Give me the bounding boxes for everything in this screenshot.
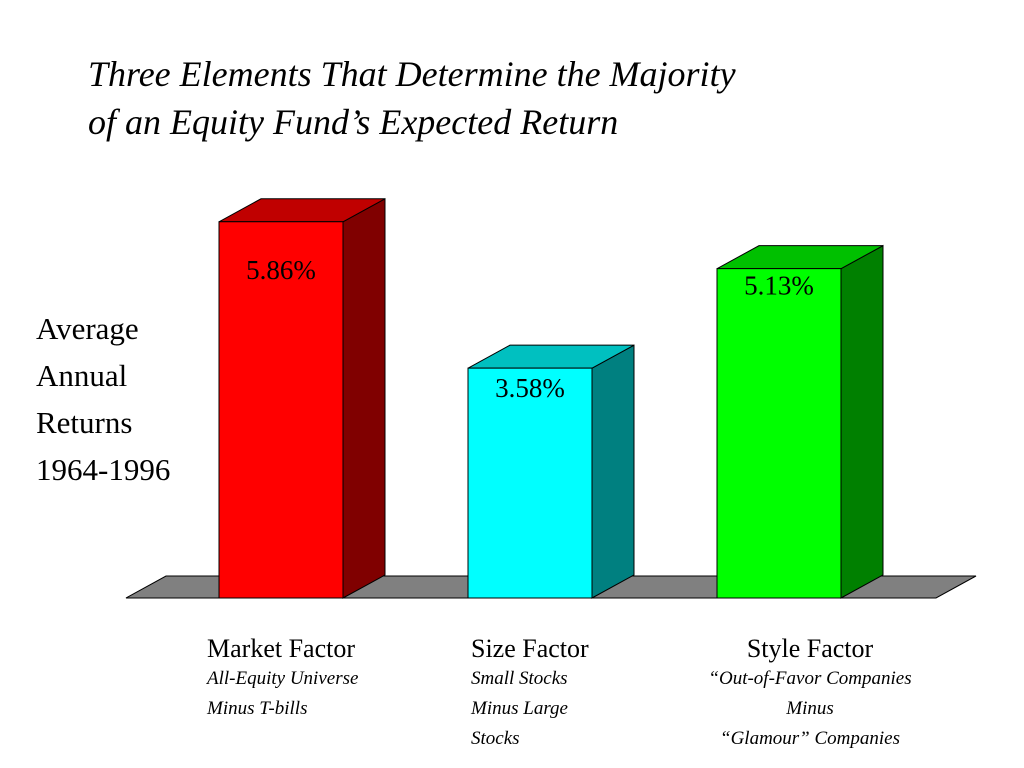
bar-side xyxy=(591,344,635,599)
category-size-factor: Size Factor Small Stocks Minus Large Sto… xyxy=(471,634,589,754)
y-label-line-4: 1964-1996 xyxy=(36,452,171,487)
bar xyxy=(467,367,593,599)
category-desc-line: “Out-of-Favor Companies xyxy=(708,668,912,689)
bars-group: 5.86% 3.58% 5.13% xyxy=(218,197,884,599)
category-desc-line: Minus T-bills xyxy=(207,698,308,719)
category-desc-line: All-Equity Universe xyxy=(207,668,359,689)
bar-side xyxy=(342,197,386,599)
category-desc-line: Stocks xyxy=(471,728,520,749)
category-label: Size Factor xyxy=(471,634,589,663)
category-desc-line: Minus xyxy=(786,698,834,719)
chart-title: Three Elements That Determine the Majori… xyxy=(88,50,988,146)
bar-value-label: 5.86% xyxy=(246,255,316,285)
category-style-factor: Style Factor “Out-of-Favor Companies Min… xyxy=(665,634,955,754)
bar xyxy=(218,221,344,599)
bar-value-label: 3.58% xyxy=(495,373,565,403)
title-line-2: of an Equity Fund’s Expected Return xyxy=(88,102,619,142)
category-label: Style Factor xyxy=(746,634,874,663)
y-label-line-3: Returns xyxy=(36,405,133,440)
bar-side xyxy=(840,244,884,599)
category-desc-line: Minus Large xyxy=(471,698,568,719)
y-axis-label: Average Annual Returns 1964-1996 xyxy=(36,305,170,493)
category-desc-line: Small Stocks xyxy=(471,668,568,689)
category-market-factor: Market Factor All-Equity Universe Minus … xyxy=(207,634,358,724)
bar xyxy=(716,268,842,599)
bar-value-label: 5.13% xyxy=(744,271,814,301)
title-line-1: Three Elements That Determine the Majori… xyxy=(88,54,736,94)
category-desc-line: “Glamour” Companies xyxy=(720,728,900,749)
y-label-line-1: Average xyxy=(36,311,139,346)
category-label: Market Factor xyxy=(207,634,356,663)
y-label-line-2: Annual xyxy=(36,358,128,393)
